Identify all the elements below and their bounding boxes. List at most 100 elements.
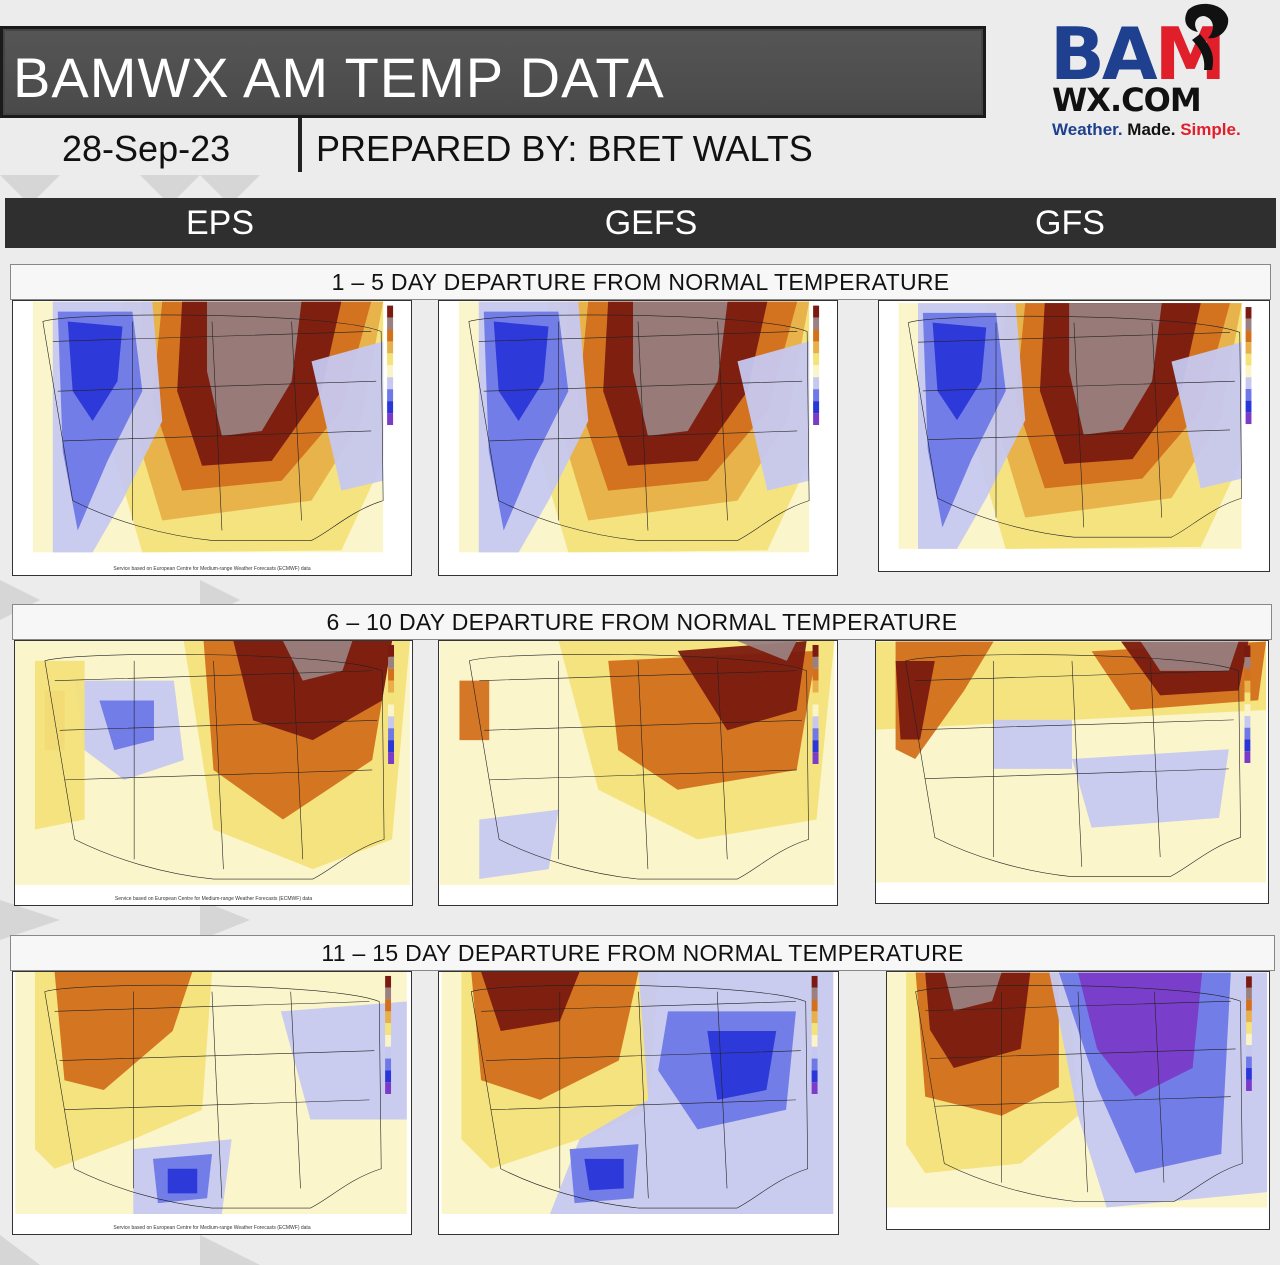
map-outlines [470, 984, 809, 1209]
map-outlines [907, 315, 1242, 538]
legend-swatch [388, 656, 395, 669]
legend-swatch [385, 999, 392, 1012]
color-legend [1245, 307, 1252, 425]
coast-outline [468, 314, 810, 541]
report-date: 28-Sep-23 [62, 128, 231, 169]
legend-swatch [388, 740, 395, 753]
map-eps-1-5-day: Service based on European Centre for Med… [12, 300, 412, 576]
gfs-11-15-day-anomaly-map [887, 972, 1268, 1208]
gfs-1-5-day-anomaly-map [898, 303, 1252, 549]
anomaly-region-dark_red [233, 641, 393, 741]
legend-swatch [387, 413, 394, 426]
map-caption: Service based on European Centre for Med… [114, 896, 313, 902]
legend-swatch [1245, 388, 1252, 401]
anomaly-region-yellow [34, 660, 85, 830]
anomaly-region-pale_blue [1171, 342, 1242, 489]
legend-swatch [1245, 377, 1252, 389]
logo-domain: WX.COM [1052, 81, 1202, 119]
state-lines [478, 321, 803, 531]
legend-swatch [1245, 353, 1252, 366]
state-lines [915, 661, 1234, 867]
legend-swatch [385, 975, 392, 988]
map-outlines [44, 654, 385, 880]
anomaly-region-deep_blue [67, 321, 123, 422]
legend-swatch [1244, 727, 1251, 740]
legend-swatch [387, 365, 394, 378]
anomaly-region-pale_blue [1072, 749, 1229, 828]
legend-swatch [385, 1046, 392, 1059]
legend-swatch [1246, 999, 1252, 1011]
map-eps-6-10-day: Service based on European Centre for Med… [14, 640, 413, 906]
legend-swatch [387, 329, 394, 342]
legend-swatch [387, 401, 394, 414]
model-label-gfs: GFS [1035, 204, 1105, 242]
legend-swatch [1246, 1022, 1252, 1034]
legend-swatch [1246, 1010, 1252, 1023]
anomaly-region-deep_blue [707, 1031, 777, 1100]
legend-swatch [388, 680, 395, 693]
state-lines [481, 991, 801, 1199]
legend-swatch [385, 1011, 392, 1024]
legend-swatch [813, 413, 820, 426]
anomaly-region-deep_blue [584, 1158, 624, 1191]
state-lines [52, 321, 377, 531]
legend-swatch [811, 1070, 818, 1083]
model-label-eps: EPS [185, 204, 255, 242]
state-lines [479, 660, 802, 870]
legend-swatch [388, 644, 395, 657]
legend-swatch [811, 1034, 818, 1047]
legend-swatch [811, 1023, 818, 1035]
state-lines [925, 991, 1236, 1193]
anomaly-region-mauve [282, 641, 353, 681]
legend-swatch [1246, 1068, 1252, 1080]
logo-tagline-simple: Simple. [1180, 120, 1241, 139]
legend-swatch [811, 975, 818, 988]
legend-swatch [1246, 987, 1252, 1000]
anomaly-region-deep_blue [932, 322, 987, 421]
legend-swatch [811, 987, 818, 1000]
coast-outline [42, 314, 384, 541]
legend-swatch [387, 353, 394, 366]
color-legend [813, 305, 820, 426]
legend-swatch [385, 1058, 392, 1071]
legend-swatch [811, 1082, 818, 1094]
coast-outline [44, 984, 382, 1209]
legend-swatch [813, 365, 820, 378]
map-gefs-1-5-day [438, 300, 838, 576]
legend-swatch [812, 656, 819, 669]
coast-outline [469, 654, 809, 880]
coast-outline [44, 654, 385, 880]
legend-swatch [1244, 751, 1251, 763]
logo-figure-icon [1185, 3, 1229, 70]
map-outlines [42, 314, 384, 541]
anomaly-region-pale_blue [737, 341, 810, 491]
color-legend [388, 644, 395, 764]
model-label-gefs: GEFS [604, 204, 698, 242]
legend-swatch [387, 317, 394, 330]
anomaly-region-mauve [1140, 641, 1239, 671]
map-gefs-11-15-day [438, 971, 839, 1235]
anomaly-region-dark_red [481, 972, 580, 1032]
map-gfs-11-15-day [886, 971, 1270, 1230]
page-title: BAMWX AM TEMP DATA [13, 46, 665, 109]
legend-swatch [1246, 1056, 1252, 1069]
legend-swatch [812, 740, 819, 753]
legend-swatch [1244, 692, 1251, 705]
legend-swatch [813, 377, 820, 390]
map-gfs-6-10-day [875, 640, 1269, 904]
coast-outline [905, 654, 1241, 877]
anomaly-region-deep_blue [493, 321, 549, 422]
legend-swatch [1246, 1045, 1252, 1057]
legend-swatch [812, 668, 819, 681]
state-lines [54, 660, 378, 870]
legend-swatch [1244, 657, 1251, 669]
map-caption: Service based on European Centre for Med… [113, 566, 311, 572]
legend-swatch [385, 1070, 392, 1083]
anomaly-region-mauve [633, 301, 728, 436]
anomaly-region-dark_red [895, 661, 935, 740]
logo-tagline-weather: Weather. [1052, 120, 1123, 139]
map-outlines [905, 654, 1241, 877]
header-divider [298, 118, 302, 172]
legend-swatch [813, 389, 820, 402]
legend-swatch [1245, 365, 1252, 378]
